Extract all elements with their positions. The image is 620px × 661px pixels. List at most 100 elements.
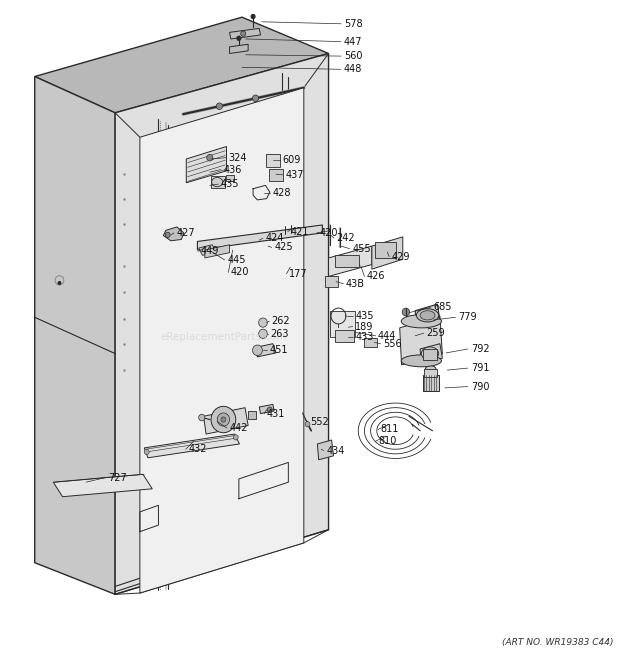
Polygon shape <box>35 17 329 113</box>
Text: 609: 609 <box>282 155 301 165</box>
Ellipse shape <box>401 355 441 367</box>
Circle shape <box>144 449 149 455</box>
Polygon shape <box>164 227 184 241</box>
Text: 779: 779 <box>458 312 477 323</box>
Text: 436: 436 <box>223 165 242 175</box>
Circle shape <box>402 308 410 316</box>
Circle shape <box>259 329 267 338</box>
Bar <box>365 338 377 347</box>
Polygon shape <box>372 237 403 269</box>
Polygon shape <box>329 246 372 276</box>
Text: 431: 431 <box>267 408 285 418</box>
Text: 425: 425 <box>274 243 293 253</box>
Circle shape <box>198 414 205 421</box>
Polygon shape <box>317 440 334 460</box>
Text: 432: 432 <box>188 444 206 454</box>
Text: 451: 451 <box>269 345 288 356</box>
Text: 685: 685 <box>434 303 452 313</box>
Text: 324: 324 <box>228 153 247 163</box>
Text: 811: 811 <box>381 424 399 434</box>
Text: 437: 437 <box>285 170 304 180</box>
Circle shape <box>259 318 267 327</box>
Text: (ART NO. WR19383 C44): (ART NO. WR19383 C44) <box>502 638 613 647</box>
Text: 424: 424 <box>265 233 284 243</box>
Circle shape <box>206 155 213 161</box>
Circle shape <box>221 417 226 422</box>
Text: 455: 455 <box>352 244 371 254</box>
Bar <box>424 369 438 377</box>
Ellipse shape <box>422 347 439 360</box>
Polygon shape <box>35 77 115 594</box>
Text: 435: 435 <box>221 179 239 189</box>
Text: 429: 429 <box>392 252 410 262</box>
Text: 790: 790 <box>471 381 489 391</box>
Text: 435: 435 <box>355 311 374 321</box>
Text: 810: 810 <box>378 436 396 446</box>
Polygon shape <box>115 54 329 594</box>
Text: 727: 727 <box>108 473 126 483</box>
Polygon shape <box>229 44 248 54</box>
Circle shape <box>166 232 171 237</box>
Bar <box>335 254 360 266</box>
Polygon shape <box>203 408 248 434</box>
Circle shape <box>237 36 241 40</box>
Circle shape <box>217 413 229 426</box>
Text: 177: 177 <box>289 269 308 279</box>
Polygon shape <box>400 316 443 365</box>
Text: 427: 427 <box>176 228 195 238</box>
Text: 428: 428 <box>273 188 291 198</box>
Circle shape <box>241 31 246 36</box>
Text: 445: 445 <box>227 255 246 265</box>
Ellipse shape <box>417 309 439 322</box>
Polygon shape <box>259 405 274 414</box>
Text: 433: 433 <box>355 332 373 342</box>
Text: 560: 560 <box>344 51 363 61</box>
Polygon shape <box>198 245 216 255</box>
Text: 420: 420 <box>319 228 338 238</box>
Polygon shape <box>229 28 260 39</box>
Text: 189: 189 <box>355 321 373 332</box>
Text: 442: 442 <box>229 423 248 433</box>
Text: 556: 556 <box>383 338 402 349</box>
Bar <box>423 349 437 360</box>
Polygon shape <box>415 304 440 327</box>
Text: 259: 259 <box>427 328 445 338</box>
Text: 434: 434 <box>326 446 345 455</box>
Ellipse shape <box>425 366 436 375</box>
Polygon shape <box>53 475 153 496</box>
Bar <box>330 311 355 337</box>
Text: 262: 262 <box>272 316 290 327</box>
Bar <box>269 169 283 180</box>
Circle shape <box>252 95 259 102</box>
Circle shape <box>251 15 255 19</box>
Ellipse shape <box>401 315 441 328</box>
Text: 421: 421 <box>290 227 309 237</box>
Text: 791: 791 <box>471 363 489 373</box>
Text: 447: 447 <box>344 36 363 46</box>
Text: 263: 263 <box>270 329 289 339</box>
Bar <box>266 154 280 167</box>
Polygon shape <box>254 344 276 357</box>
Text: 552: 552 <box>310 416 329 426</box>
Bar <box>326 276 338 287</box>
Polygon shape <box>144 434 239 458</box>
Text: 578: 578 <box>344 19 363 29</box>
Text: 448: 448 <box>344 64 363 74</box>
Polygon shape <box>186 147 226 182</box>
Text: eReplacementParts.com: eReplacementParts.com <box>160 332 286 342</box>
Bar <box>248 411 255 419</box>
Circle shape <box>305 422 310 427</box>
Ellipse shape <box>211 177 223 186</box>
Polygon shape <box>205 245 229 258</box>
Polygon shape <box>197 225 322 250</box>
Bar <box>335 330 354 342</box>
Text: 444: 444 <box>378 330 396 341</box>
Circle shape <box>216 103 223 110</box>
Circle shape <box>233 435 238 440</box>
Ellipse shape <box>420 311 435 320</box>
Polygon shape <box>140 88 304 593</box>
Bar <box>423 375 439 391</box>
Text: 449: 449 <box>200 247 219 256</box>
Circle shape <box>58 282 61 284</box>
Bar <box>211 176 224 188</box>
